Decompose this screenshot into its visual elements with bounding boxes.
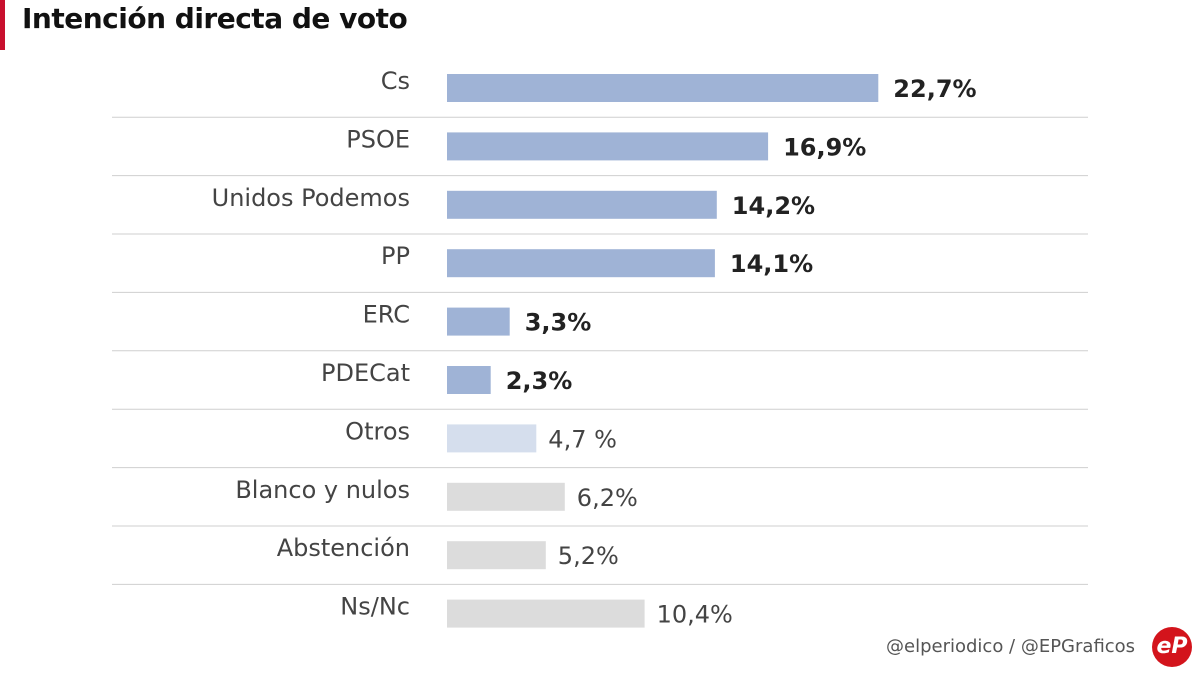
category-label: Cs xyxy=(381,67,410,95)
bar xyxy=(447,307,510,336)
value-label: 3,3% xyxy=(525,309,592,337)
value-label: 2,3% xyxy=(506,367,573,395)
bar xyxy=(447,74,879,102)
value-label: 6,2% xyxy=(577,484,638,512)
category-label: PP xyxy=(381,242,410,270)
bar xyxy=(447,132,769,161)
value-label: 14,2% xyxy=(732,192,815,220)
value-label: 16,9% xyxy=(783,133,866,161)
value-label: 4,7 % xyxy=(548,425,617,453)
elperiodico-logo: eP xyxy=(1152,627,1192,667)
value-label: 10,4% xyxy=(657,601,733,629)
value-label: 5,2% xyxy=(558,542,619,570)
category-label: Ns/Nc xyxy=(340,593,410,621)
bar xyxy=(447,482,565,511)
category-label: Abstención xyxy=(277,534,410,562)
bar xyxy=(447,190,717,219)
chart-title: Intención directa de voto xyxy=(22,2,408,35)
bar xyxy=(447,424,537,453)
category-label: PSOE xyxy=(346,125,410,153)
bar xyxy=(447,541,546,570)
bar xyxy=(447,366,491,394)
category-label: ERC xyxy=(363,301,410,329)
category-label: Blanco y nulos xyxy=(235,476,410,504)
category-label: PDECat xyxy=(321,359,410,387)
value-label: 14,1% xyxy=(730,250,813,278)
credit-text: @elperiodico / @EPGraficos xyxy=(886,636,1136,657)
category-label: Unidos Podemos xyxy=(212,184,410,212)
category-label: Otros xyxy=(345,417,410,445)
bar xyxy=(447,599,645,628)
bar xyxy=(447,249,715,278)
title-accent-bar xyxy=(0,0,5,50)
value-label: 22,7% xyxy=(893,75,976,103)
